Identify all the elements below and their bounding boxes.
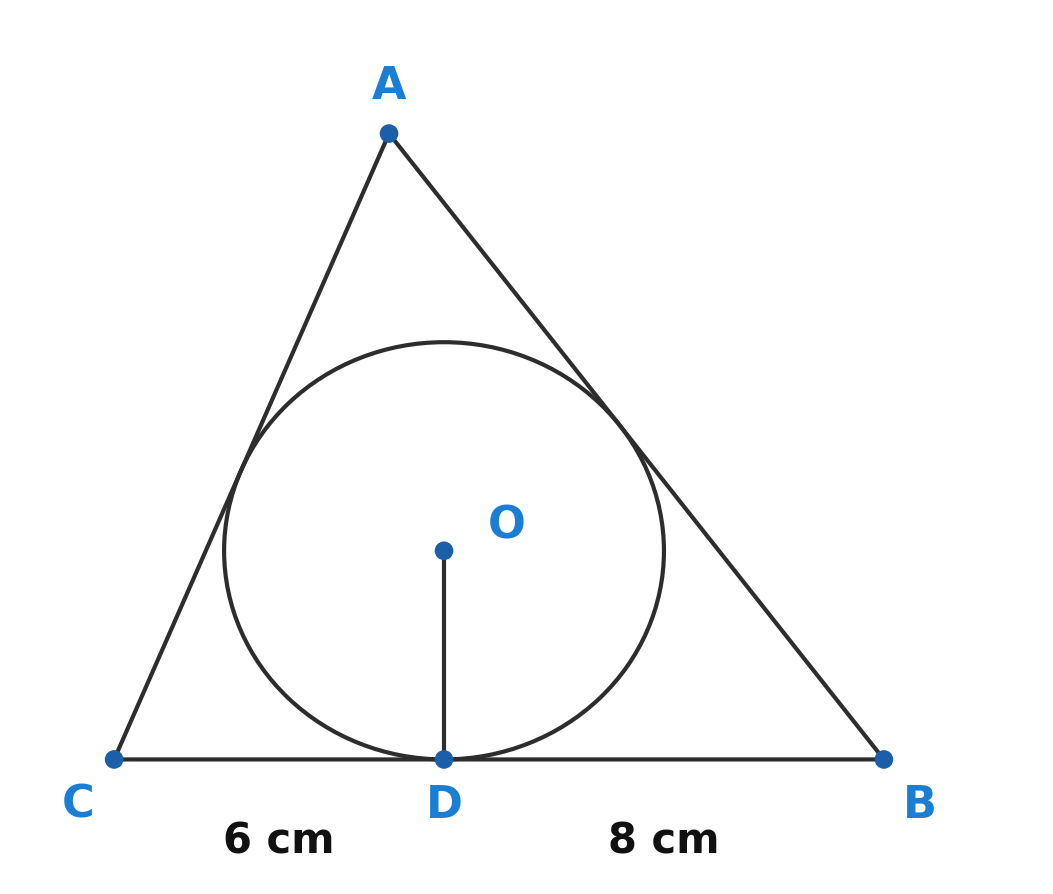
Point [436, 544, 453, 559]
Text: A: A [372, 65, 406, 108]
Point [436, 753, 453, 767]
Text: O: O [488, 503, 525, 546]
Text: C: C [62, 783, 95, 826]
Text: B: B [903, 783, 937, 826]
Text: 6 cm: 6 cm [223, 820, 335, 861]
Point [380, 127, 397, 141]
Text: D: D [425, 783, 462, 826]
Point [875, 753, 892, 767]
Point [105, 753, 122, 767]
Text: 8 cm: 8 cm [609, 820, 719, 861]
